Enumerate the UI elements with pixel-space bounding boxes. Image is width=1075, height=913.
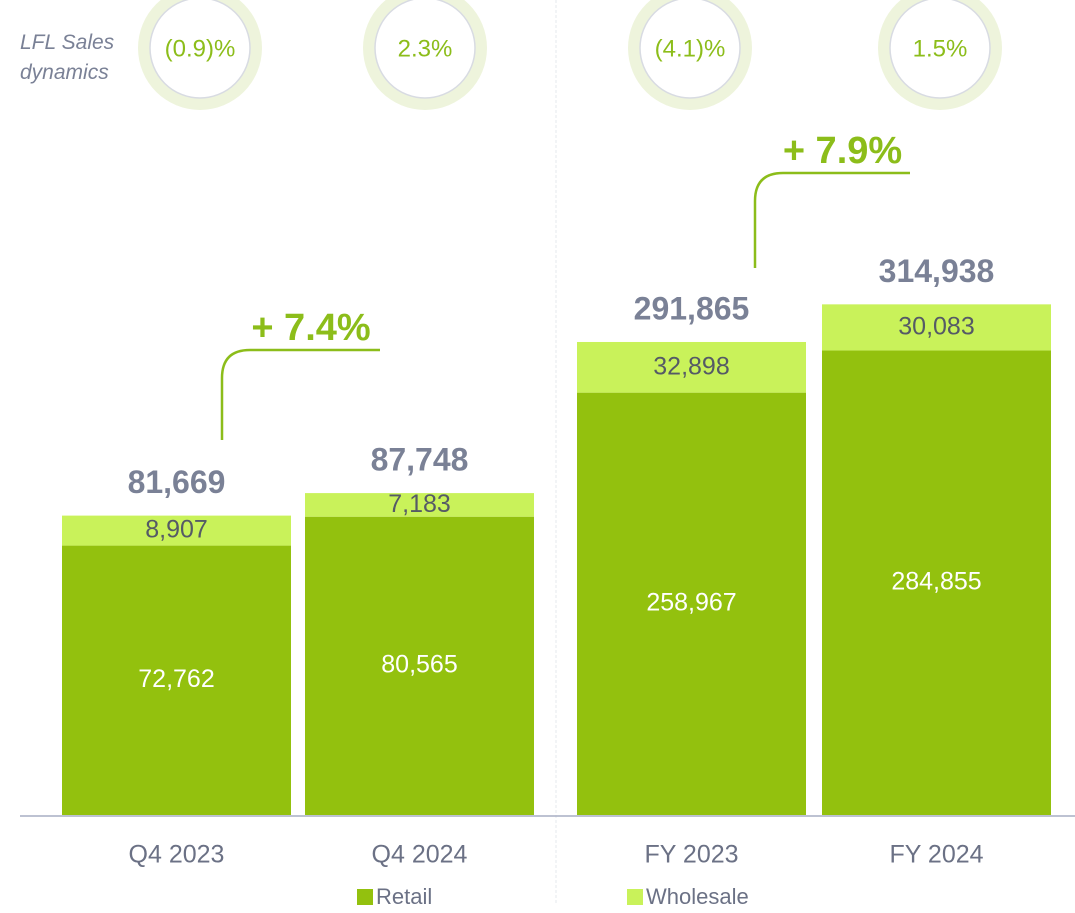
bar-segment: [305, 516, 534, 815]
total-label: 81,669: [128, 464, 226, 500]
legend-label: Retail: [376, 884, 432, 909]
bar-segment: [577, 392, 806, 815]
lfl-circle: [639, 0, 741, 99]
value-label: 30,083: [898, 312, 974, 340]
value-label: 72,762: [138, 665, 214, 693]
value-label: 32,898: [653, 352, 729, 380]
lfl-label: 2.3%: [398, 35, 453, 62]
total-label: 291,865: [634, 290, 750, 326]
x-tick-label: FY 2024: [889, 841, 983, 869]
legend-label: Wholesale: [646, 884, 749, 909]
lfl-circle: [889, 0, 991, 99]
bar-segment: [822, 350, 1051, 815]
legend-swatch: [357, 889, 373, 905]
legend-swatch: [627, 889, 643, 905]
lfl-title: LFL Sales dynamics: [20, 31, 115, 84]
bar-segment: [577, 341, 806, 393]
value-label: 7,183: [388, 490, 451, 518]
growth-label: + 7.9%: [783, 130, 902, 172]
x-tick-label: Q4 2023: [129, 841, 225, 869]
lfl-circle: [374, 0, 476, 99]
value-label: 8,907: [145, 516, 208, 544]
x-tick-label: FY 2023: [644, 841, 738, 869]
value-label: 284,855: [891, 567, 981, 595]
lfl-circle: [149, 0, 251, 99]
value-label: 80,565: [381, 650, 457, 678]
lfl-title-box: LFL Sales dynamics: [20, 31, 115, 84]
lfl-label: (4.1)%: [655, 35, 726, 62]
bar-segment: [822, 304, 1051, 351]
bar-segment: [62, 515, 291, 546]
value-label: 258,967: [646, 588, 736, 616]
growth-label: + 7.4%: [251, 307, 370, 349]
total-label: 87,748: [371, 442, 469, 478]
growth-connector: [220, 348, 380, 440]
bar-segment: [62, 545, 291, 815]
growth-connector: [753, 171, 910, 268]
x-tick-label: Q4 2024: [372, 841, 468, 869]
bar-segment: [305, 493, 534, 517]
lfl-label: 1.5%: [913, 35, 968, 62]
total-label: 314,938: [879, 253, 995, 289]
lfl-label: (0.9)%: [165, 35, 236, 62]
